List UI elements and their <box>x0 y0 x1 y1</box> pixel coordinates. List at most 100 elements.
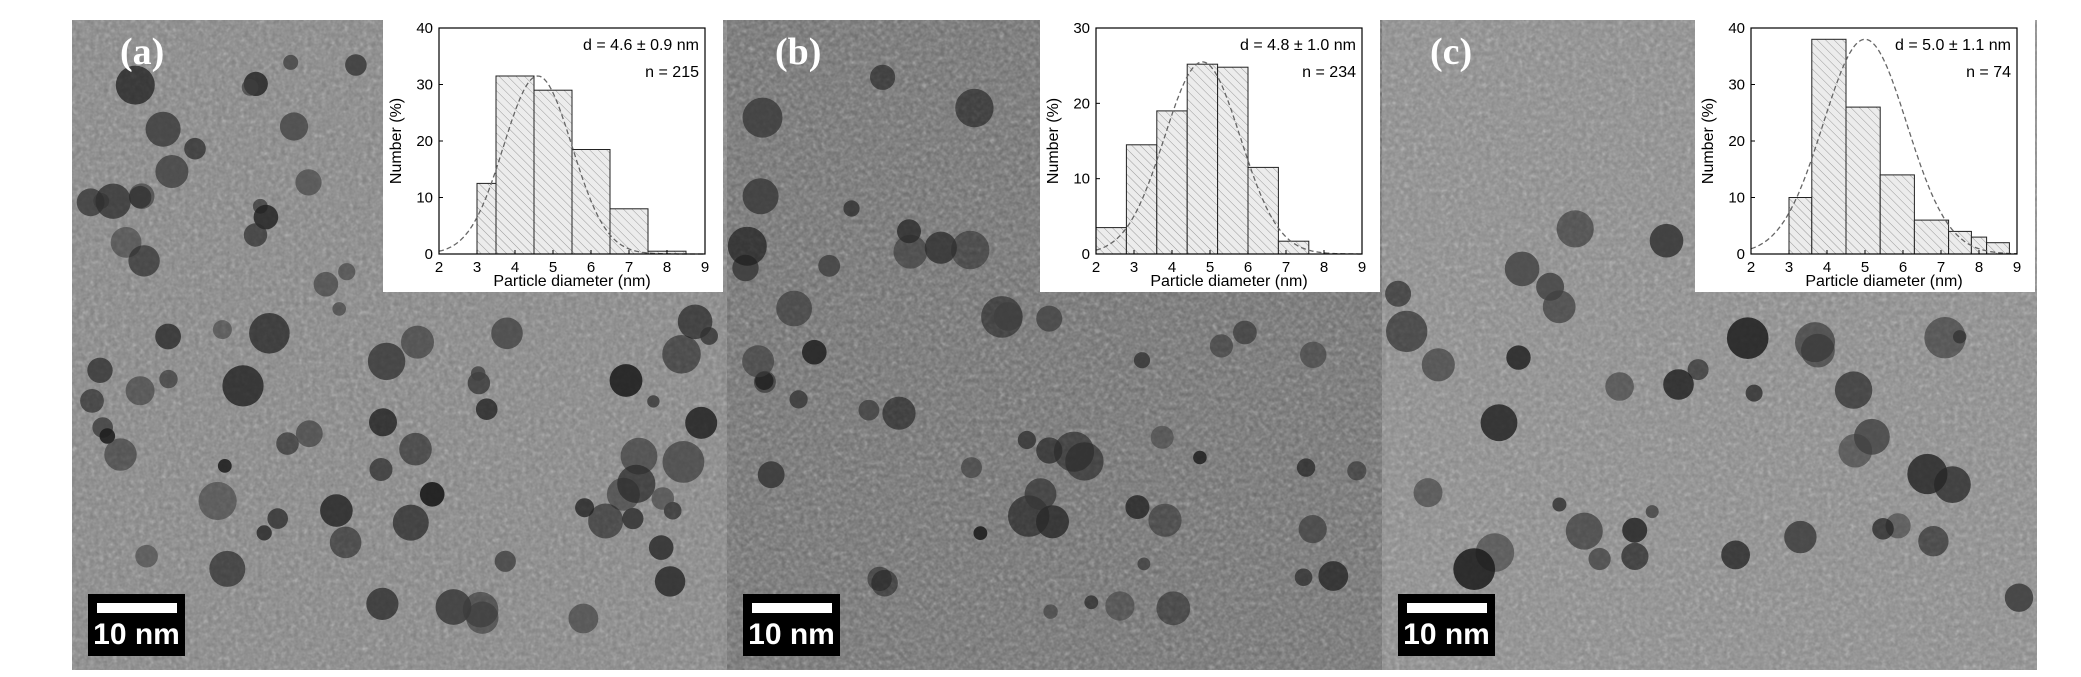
x-tick-label: 5 <box>1206 259 1214 276</box>
x-tick-label: 3 <box>1130 259 1138 276</box>
y-tick-label: 0 <box>1737 246 1745 263</box>
x-tick-label: 4 <box>511 259 519 276</box>
nanoparticle <box>973 526 988 540</box>
nanoparticle <box>1296 458 1316 477</box>
sample-count-annotation: n = 74 <box>1966 64 2011 81</box>
nanoparticle <box>789 390 808 409</box>
nanoparticle <box>1125 495 1150 520</box>
nanoparticle <box>87 357 113 383</box>
nanoparticle <box>1565 512 1603 550</box>
nanoparticle <box>115 65 155 105</box>
nanoparticle <box>700 327 718 345</box>
nanoparticle <box>366 587 399 621</box>
nanoparticle <box>392 504 429 541</box>
nanoparticle <box>818 254 841 277</box>
nanoparticle <box>742 97 783 138</box>
nanoparticle <box>313 271 339 297</box>
tem-panel-b: (b) 10 nm 2 3 4 5 6 7 8 9 0 10 20 30 Particle diamet… <box>727 20 1382 670</box>
nanoparticle <box>95 183 131 219</box>
nanoparticle <box>648 535 674 560</box>
y-tick-label: 40 <box>1728 20 1745 37</box>
nanoparticle <box>295 420 323 448</box>
nanoparticle <box>1413 478 1443 508</box>
y-tick-label: 20 <box>416 133 433 150</box>
nanoparticle <box>622 508 644 530</box>
nanoparticle <box>1300 341 1327 368</box>
nanoparticle <box>1872 518 1894 540</box>
nanoparticle <box>1209 334 1233 358</box>
nanoparticle <box>252 198 268 214</box>
nanoparticle <box>609 364 643 397</box>
y-tick-label: 10 <box>1728 190 1745 207</box>
nanoparticle <box>1834 371 1873 409</box>
histogram-bar <box>1948 230 1972 255</box>
nanoparticle <box>159 369 178 389</box>
x-tick-label: 5 <box>1861 259 1869 276</box>
nanoparticle <box>369 458 393 481</box>
nanoparticle <box>1556 210 1594 248</box>
nanoparticle <box>1294 568 1313 587</box>
nanoparticle <box>843 200 860 217</box>
nanoparticle <box>893 234 928 269</box>
nanoparticle <box>475 398 498 421</box>
nanoparticle <box>1298 515 1327 544</box>
histogram-inset-a: 2 3 4 5 6 7 8 9 0 10 20 30 40 Particle diameter (nm) N… <box>383 20 723 292</box>
nanoparticle <box>283 54 299 70</box>
gaussian-fit-curve <box>1750 38 2017 255</box>
nanoparticle <box>1347 461 1367 481</box>
nanoparticle <box>1506 345 1531 370</box>
sample-count-annotation: n = 215 <box>645 64 699 81</box>
nanoparticle <box>1784 520 1817 554</box>
nanoparticle <box>1156 591 1191 626</box>
scale-bar: 10 nm <box>88 594 185 656</box>
nanoparticle <box>742 345 775 378</box>
nanoparticle <box>1588 547 1611 571</box>
nanoparticle <box>1133 352 1151 369</box>
nanoparticle <box>320 494 353 527</box>
y-tick-label: 0 <box>425 246 433 263</box>
x-tick-label: 6 <box>587 259 595 276</box>
histogram-bar <box>609 208 649 255</box>
nanoparticle <box>399 432 432 466</box>
scale-bar: 10 nm <box>1398 594 1495 656</box>
plot-frame <box>1095 27 1363 255</box>
y-axis-label: Number (%) <box>1045 98 1062 184</box>
histogram-bar <box>1095 227 1127 255</box>
nanoparticle <box>1605 372 1634 401</box>
nanoparticle <box>419 482 445 507</box>
nanoparticle <box>575 498 595 518</box>
histogram-bar <box>1277 240 1310 255</box>
x-tick-label: 9 <box>1358 259 1366 276</box>
nanoparticle <box>1233 320 1257 345</box>
histogram-chart: 2 3 4 5 6 7 8 9 0 10 20 30 Particle diameter (nm) Num… <box>1045 20 1366 290</box>
histogram-bar <box>1845 106 1881 255</box>
nanoparticle <box>1318 561 1349 591</box>
nanoparticle <box>1150 425 1174 449</box>
nanoparticle <box>198 481 237 521</box>
nanoparticle <box>329 526 362 559</box>
histogram-bar <box>533 89 573 255</box>
nanoparticle <box>1148 503 1182 537</box>
nanoparticle <box>1137 557 1151 571</box>
y-tick-label: 30 <box>1728 77 1745 94</box>
nanoparticle <box>338 263 356 281</box>
nanoparticle <box>1043 604 1058 619</box>
nanoparticle <box>279 112 309 141</box>
y-tick-label: 10 <box>416 190 433 207</box>
nanoparticle <box>1084 595 1099 610</box>
nanoparticle <box>249 313 290 354</box>
nanoparticle <box>367 342 406 381</box>
y-axis-label: Number (%) <box>1700 98 1717 184</box>
nanoparticle <box>1645 505 1659 519</box>
nanoparticle <box>125 376 155 406</box>
nanoparticle <box>897 219 921 244</box>
mean-diameter-annotation: d = 5.0 ± 1.1 nm <box>1895 37 2011 54</box>
panel-label: (c) <box>1430 31 1473 73</box>
nanoparticle <box>1663 369 1694 400</box>
nanoparticle <box>1036 505 1069 539</box>
x-tick-label: 3 <box>473 259 481 276</box>
nanoparticle <box>345 54 367 76</box>
nanoparticle <box>776 290 812 327</box>
nanoparticle <box>858 399 880 421</box>
nanoparticle <box>961 457 982 479</box>
